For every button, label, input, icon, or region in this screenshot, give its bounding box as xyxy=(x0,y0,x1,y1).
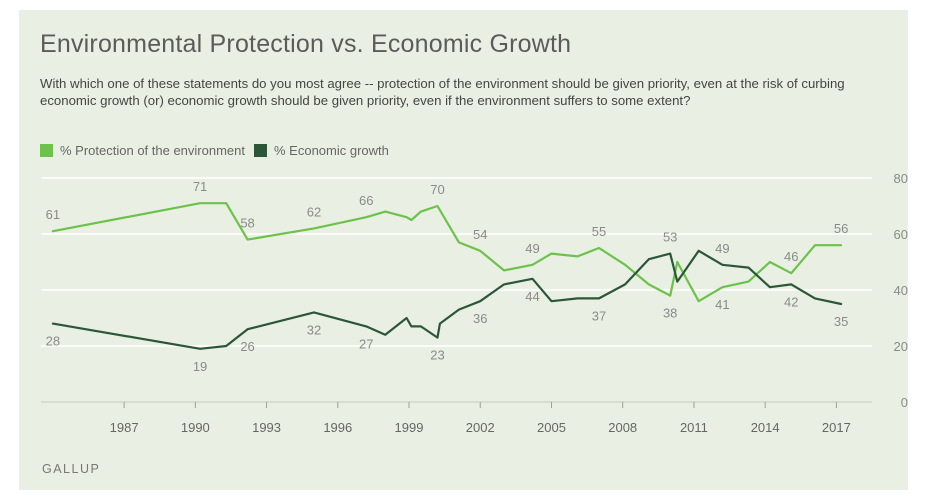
legend-item-economy: % Economic growth xyxy=(254,143,389,158)
y-tick-label: 80 xyxy=(894,171,908,186)
legend-item-environment: % Protection of the environment xyxy=(40,143,245,158)
environment-data-label: 55 xyxy=(592,224,606,239)
environment-data-label: 41 xyxy=(715,297,729,312)
legend-label-economy: % Economic growth xyxy=(274,143,389,158)
economy-data-label: 26 xyxy=(240,339,254,354)
economy-data-label: 27 xyxy=(359,336,373,351)
y-tick-label: 40 xyxy=(894,283,908,298)
legend: % Protection of the environment % Econom… xyxy=(40,143,398,158)
x-tick-label: 1996 xyxy=(323,420,352,435)
environment-data-label: 62 xyxy=(307,204,321,219)
source-label: GALLUP xyxy=(42,462,101,476)
economy-series-line xyxy=(51,249,843,350)
x-tick-label: 1990 xyxy=(181,420,210,435)
economy-data-label: 49 xyxy=(715,241,729,256)
chart-card xyxy=(19,10,908,490)
x-tick-label: 1987 xyxy=(110,420,139,435)
chart-title: Environmental Protection vs. Economic Gr… xyxy=(40,30,572,58)
environment-series-line xyxy=(51,202,843,303)
x-tick-label: 2014 xyxy=(751,420,780,435)
economy-data-label: 32 xyxy=(307,322,321,337)
environment-data-label: 46 xyxy=(784,249,798,264)
environment-data-label: 61 xyxy=(46,207,60,222)
x-tick-label: 2002 xyxy=(466,420,495,435)
y-tick-label: 20 xyxy=(894,339,908,354)
legend-swatch-economy xyxy=(254,144,267,157)
economy-data-label: 37 xyxy=(592,308,606,323)
environment-data-label: 49 xyxy=(525,241,539,256)
chart-subtitle: With which one of these statements do yo… xyxy=(40,76,845,108)
legend-swatch-environment xyxy=(40,144,53,157)
environment-data-label: 70 xyxy=(430,182,444,197)
environment-data-label: 56 xyxy=(834,221,848,236)
environment-data-label: 38 xyxy=(663,306,677,321)
x-tick-label: 1999 xyxy=(395,420,424,435)
economy-data-label: 53 xyxy=(663,230,677,245)
x-tick-label: 2011 xyxy=(680,420,708,435)
x-tick-label: 2017 xyxy=(822,420,851,435)
environment-data-label: 54 xyxy=(473,227,487,242)
environment-data-label: 66 xyxy=(359,193,373,208)
x-tick-label: 2005 xyxy=(537,420,566,435)
economy-data-label: 42 xyxy=(784,294,798,309)
legend-label-environment: % Protection of the environment xyxy=(60,143,245,158)
environment-data-label: 71 xyxy=(193,179,207,194)
economy-data-label: 35 xyxy=(834,314,848,329)
economy-data-label: 44 xyxy=(525,289,539,304)
x-tick-label: 2008 xyxy=(608,420,637,435)
economy-data-label: 36 xyxy=(473,311,487,326)
economy-data-label: 19 xyxy=(193,359,207,374)
economy-data-label: 28 xyxy=(46,334,60,349)
x-tick-label: 1993 xyxy=(252,420,281,435)
y-tick-label: 60 xyxy=(894,227,908,242)
environment-data-label: 58 xyxy=(240,216,254,231)
economy-data-label: 23 xyxy=(430,348,444,363)
y-tick-label: 0 xyxy=(901,395,908,410)
